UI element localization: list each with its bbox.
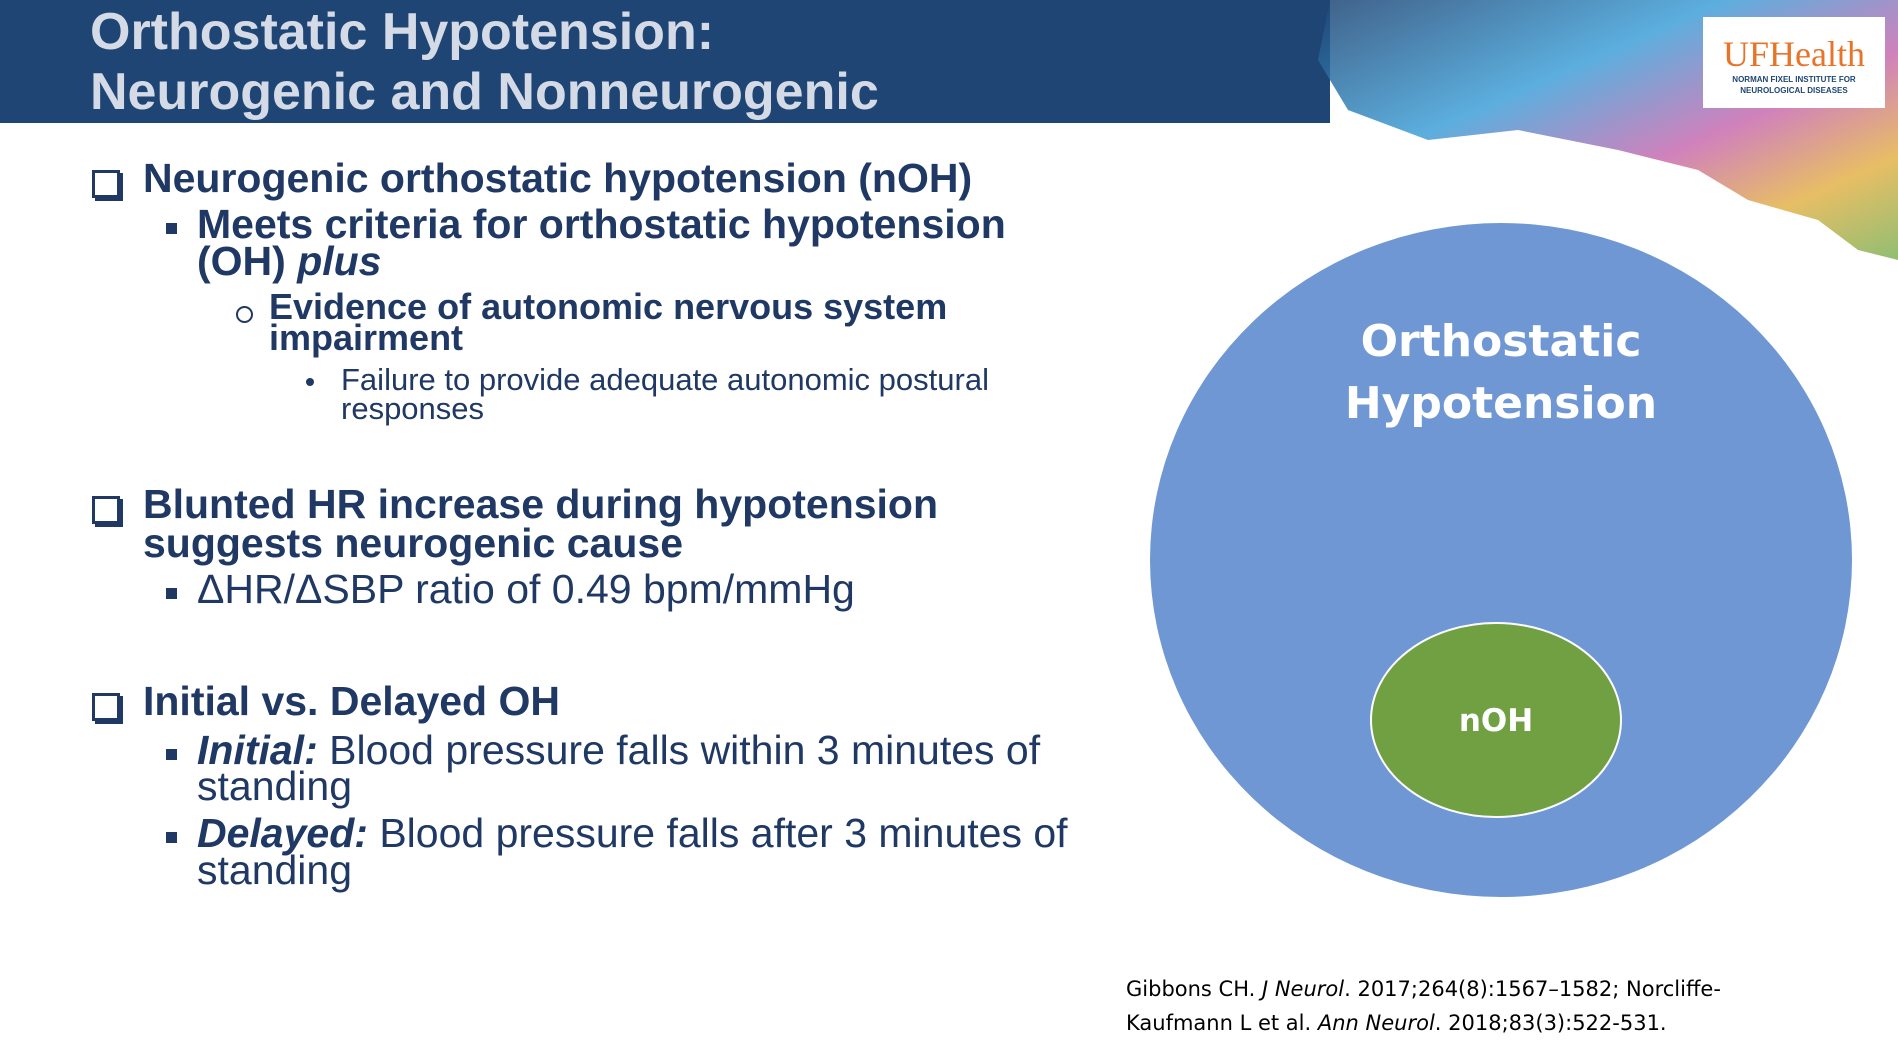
bullet-label: Delayed: — [197, 810, 368, 857]
bullet-line: standing — [197, 763, 353, 810]
citation-text: Kaufmann L et al. — [1126, 1011, 1318, 1035]
bullet-text: suggests neurogenic cause — [143, 523, 683, 564]
bullet-line: Evidence of autonomic nervous system — [269, 286, 948, 328]
citation-text: Gibbons CH. — [1126, 977, 1262, 1001]
bullet-line: Meets criteria for orthostatic hypotensi… — [197, 201, 1006, 248]
bullet-text: standing — [197, 766, 352, 807]
bullet-text: Blunted HR increase during hypotension — [143, 484, 938, 525]
citation-text: . 2018;83(3):522-531. — [1434, 1011, 1667, 1035]
bullet-line: Blood pressure falls within 3 minutes of — [317, 727, 1041, 774]
logo: UFHealth NORMAN FIXEL INSTITUTE FOR NEUR… — [1703, 17, 1885, 108]
bullet-text: Failure to provide adequate autonomic po… — [341, 364, 989, 395]
bullet-line: Blunted HR increase during hypotension — [143, 481, 939, 528]
title: Orthostatic Hypotension: — [90, 3, 715, 61]
bullet-line: impairment — [269, 317, 464, 359]
outer-label: Hypotension — [1345, 378, 1657, 429]
bullet-text: responses — [341, 393, 484, 424]
header-bar — [0, 0, 1330, 123]
journal: J Neurol — [1261, 977, 1345, 1001]
logo-brand: UFHealth — [1723, 34, 1865, 74]
citation-text: . 2017;264(8):1567–1582; Norcliffe- — [1344, 977, 1721, 1001]
bullet-text: ΔHR/ΔSBP ratio of 0.49 bpm/mmHg — [197, 569, 855, 610]
diagram: Orthostatic Hypotension nOH — [1150, 223, 1852, 897]
bullet-line: responses — [341, 391, 485, 427]
bullet-line: suggests neurogenic cause — [143, 520, 684, 567]
bullet-text: Evidence of autonomic nervous system — [269, 289, 947, 325]
outer-label: Orthostatic — [1361, 316, 1642, 367]
bullet-text: Meets criteria for orthostatic hypotensi… — [197, 204, 1006, 245]
bullet-text: impairment — [269, 320, 463, 356]
bullet-line: Neurogenic orthostatic hypotension (nOH) — [143, 155, 973, 202]
bullet-line: Initial vs. Delayed OH — [143, 678, 560, 725]
bullet-marker — [166, 749, 177, 760]
bullet-line: Blood pressure falls after 3 minutes of — [367, 810, 1068, 857]
bullet-marker — [92, 693, 120, 721]
bullet-marker — [166, 588, 177, 599]
bullet-marker — [166, 832, 177, 843]
bullet-text: Initial: Blood pressure falls within 3 m… — [197, 730, 1040, 771]
bullet-line: Failure to provide adequate autonomic po… — [341, 362, 989, 398]
bullet-marker — [306, 378, 314, 386]
bullet-text: Delayed: Blood pressure falls after 3 mi… — [197, 813, 1068, 854]
bullet-marker — [92, 496, 120, 524]
logo-institute: NEUROLOGICAL DISEASES — [1740, 86, 1848, 95]
bullet-emphasis: plus — [297, 238, 382, 285]
inner-circle — [1370, 622, 1622, 818]
journal: Ann Neurol — [1317, 1011, 1435, 1035]
logo-institute: NORMAN FIXEL INSTITUTE FOR — [1732, 75, 1856, 84]
title: Neurogenic and Nonneurogenic — [90, 63, 879, 121]
bullet-text: Initial vs. Delayed OH — [143, 681, 560, 722]
citation: Gibbons CH. J Neurol. 2017;264(8):1567–1… — [1126, 972, 1721, 1040]
bullet-line: (OH) — [197, 238, 298, 285]
bullet-marker — [92, 170, 120, 198]
bullet-text: Neurogenic orthostatic hypotension (nOH) — [143, 158, 972, 199]
inner-label: nOH — [1459, 703, 1533, 739]
bullet-text: standing — [197, 850, 352, 891]
bullet-line: standing — [197, 847, 353, 894]
bullet-marker — [236, 306, 253, 323]
bullet-label: Initial: — [197, 727, 318, 774]
bullet-text: (OH) plus — [197, 241, 382, 282]
outer-circle — [1150, 223, 1852, 897]
bullet-line: ΔHR/ΔSBP ratio of 0.49 bpm/mmHg — [197, 566, 855, 613]
bullet-marker — [166, 223, 177, 234]
